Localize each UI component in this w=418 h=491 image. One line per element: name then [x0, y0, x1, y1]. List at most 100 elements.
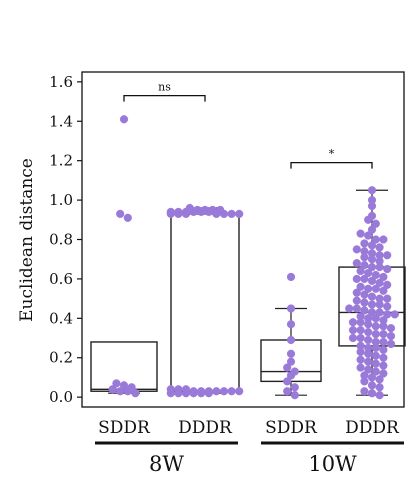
data-point [286, 304, 296, 313]
data-point [212, 209, 221, 218]
data-point [367, 241, 377, 250]
data-point [383, 251, 392, 260]
data-point [356, 326, 365, 335]
data-point [348, 326, 358, 335]
data-point [379, 322, 388, 331]
data-point [360, 239, 369, 248]
data-point [212, 387, 221, 396]
significance-bracket [123, 94, 206, 102]
data-point [181, 389, 191, 398]
significance-bracket [290, 161, 373, 169]
group-label: 10W [308, 452, 357, 476]
data-point [197, 389, 206, 398]
data-point [375, 308, 384, 317]
y-tick-label: 0.6 [49, 270, 73, 288]
data-point [383, 302, 392, 311]
data-point [286, 371, 296, 380]
data-point [379, 369, 388, 378]
y-tick-label: 1.2 [49, 152, 73, 170]
data-point [371, 351, 380, 360]
data-point [131, 389, 140, 398]
data-point [352, 296, 361, 305]
data-point [227, 387, 236, 396]
data-point [356, 318, 365, 327]
group-label: 8W [149, 452, 184, 476]
data-point [379, 272, 388, 282]
data-point [123, 387, 132, 396]
data-point [108, 385, 117, 394]
data-point [383, 294, 392, 303]
data-point [379, 345, 388, 354]
data-point [364, 320, 373, 329]
data-point [364, 335, 373, 345]
data-point [345, 304, 354, 313]
data-point [290, 391, 299, 400]
data-point [367, 201, 377, 211]
data-point [181, 209, 191, 218]
data-point [286, 357, 296, 366]
data-point [371, 322, 380, 331]
data-point [356, 355, 365, 364]
data-point [227, 209, 236, 218]
group-labels: 8W 10W [95, 441, 404, 476]
data-point [379, 329, 388, 339]
data-point [371, 314, 380, 323]
data-point [375, 300, 384, 309]
data-point [197, 207, 206, 217]
data-point [386, 339, 396, 349]
data-point [356, 363, 365, 372]
data-point [364, 215, 373, 224]
data-point [348, 318, 358, 327]
data-point [390, 310, 399, 319]
data-point [116, 387, 125, 396]
data-point [371, 219, 380, 228]
data-point [283, 377, 292, 386]
data-point [379, 337, 388, 347]
box-1 [170, 207, 240, 394]
data-point [174, 389, 183, 398]
data-point [352, 304, 361, 313]
data-points [108, 115, 399, 400]
data-point [112, 379, 121, 388]
data-point [367, 300, 377, 309]
data-point [166, 389, 175, 398]
data-point [371, 367, 380, 376]
data-point [189, 389, 198, 398]
x-category-label: SDDR [98, 418, 151, 438]
data-point [166, 209, 175, 218]
data-point [360, 253, 369, 262]
data-point [375, 375, 384, 384]
data-point [352, 245, 361, 254]
data-point [356, 347, 365, 356]
data-point [364, 328, 373, 337]
data-point [235, 387, 244, 396]
data-point [290, 383, 299, 392]
y-tick-label: 1.6 [49, 73, 73, 91]
data-point [375, 391, 384, 400]
data-point [371, 343, 380, 352]
data-point [204, 207, 213, 217]
data-point [119, 381, 129, 390]
data-point [174, 209, 183, 218]
data-point [367, 276, 377, 285]
data-point [367, 255, 377, 264]
data-point [204, 389, 213, 398]
data-point [356, 266, 365, 276]
data-point [386, 331, 396, 341]
data-point [360, 290, 369, 299]
data-point [283, 387, 292, 396]
data-point [367, 389, 377, 398]
data-point [116, 209, 125, 218]
data-point [219, 387, 229, 396]
data-point [364, 349, 373, 358]
data-point [375, 278, 384, 287]
data-point [360, 306, 369, 315]
data-point [356, 229, 365, 238]
data-point [286, 335, 296, 345]
data-point [352, 288, 361, 297]
data-point [286, 272, 296, 282]
data-point [375, 243, 384, 252]
data-point [286, 349, 296, 358]
data-point [219, 209, 229, 218]
